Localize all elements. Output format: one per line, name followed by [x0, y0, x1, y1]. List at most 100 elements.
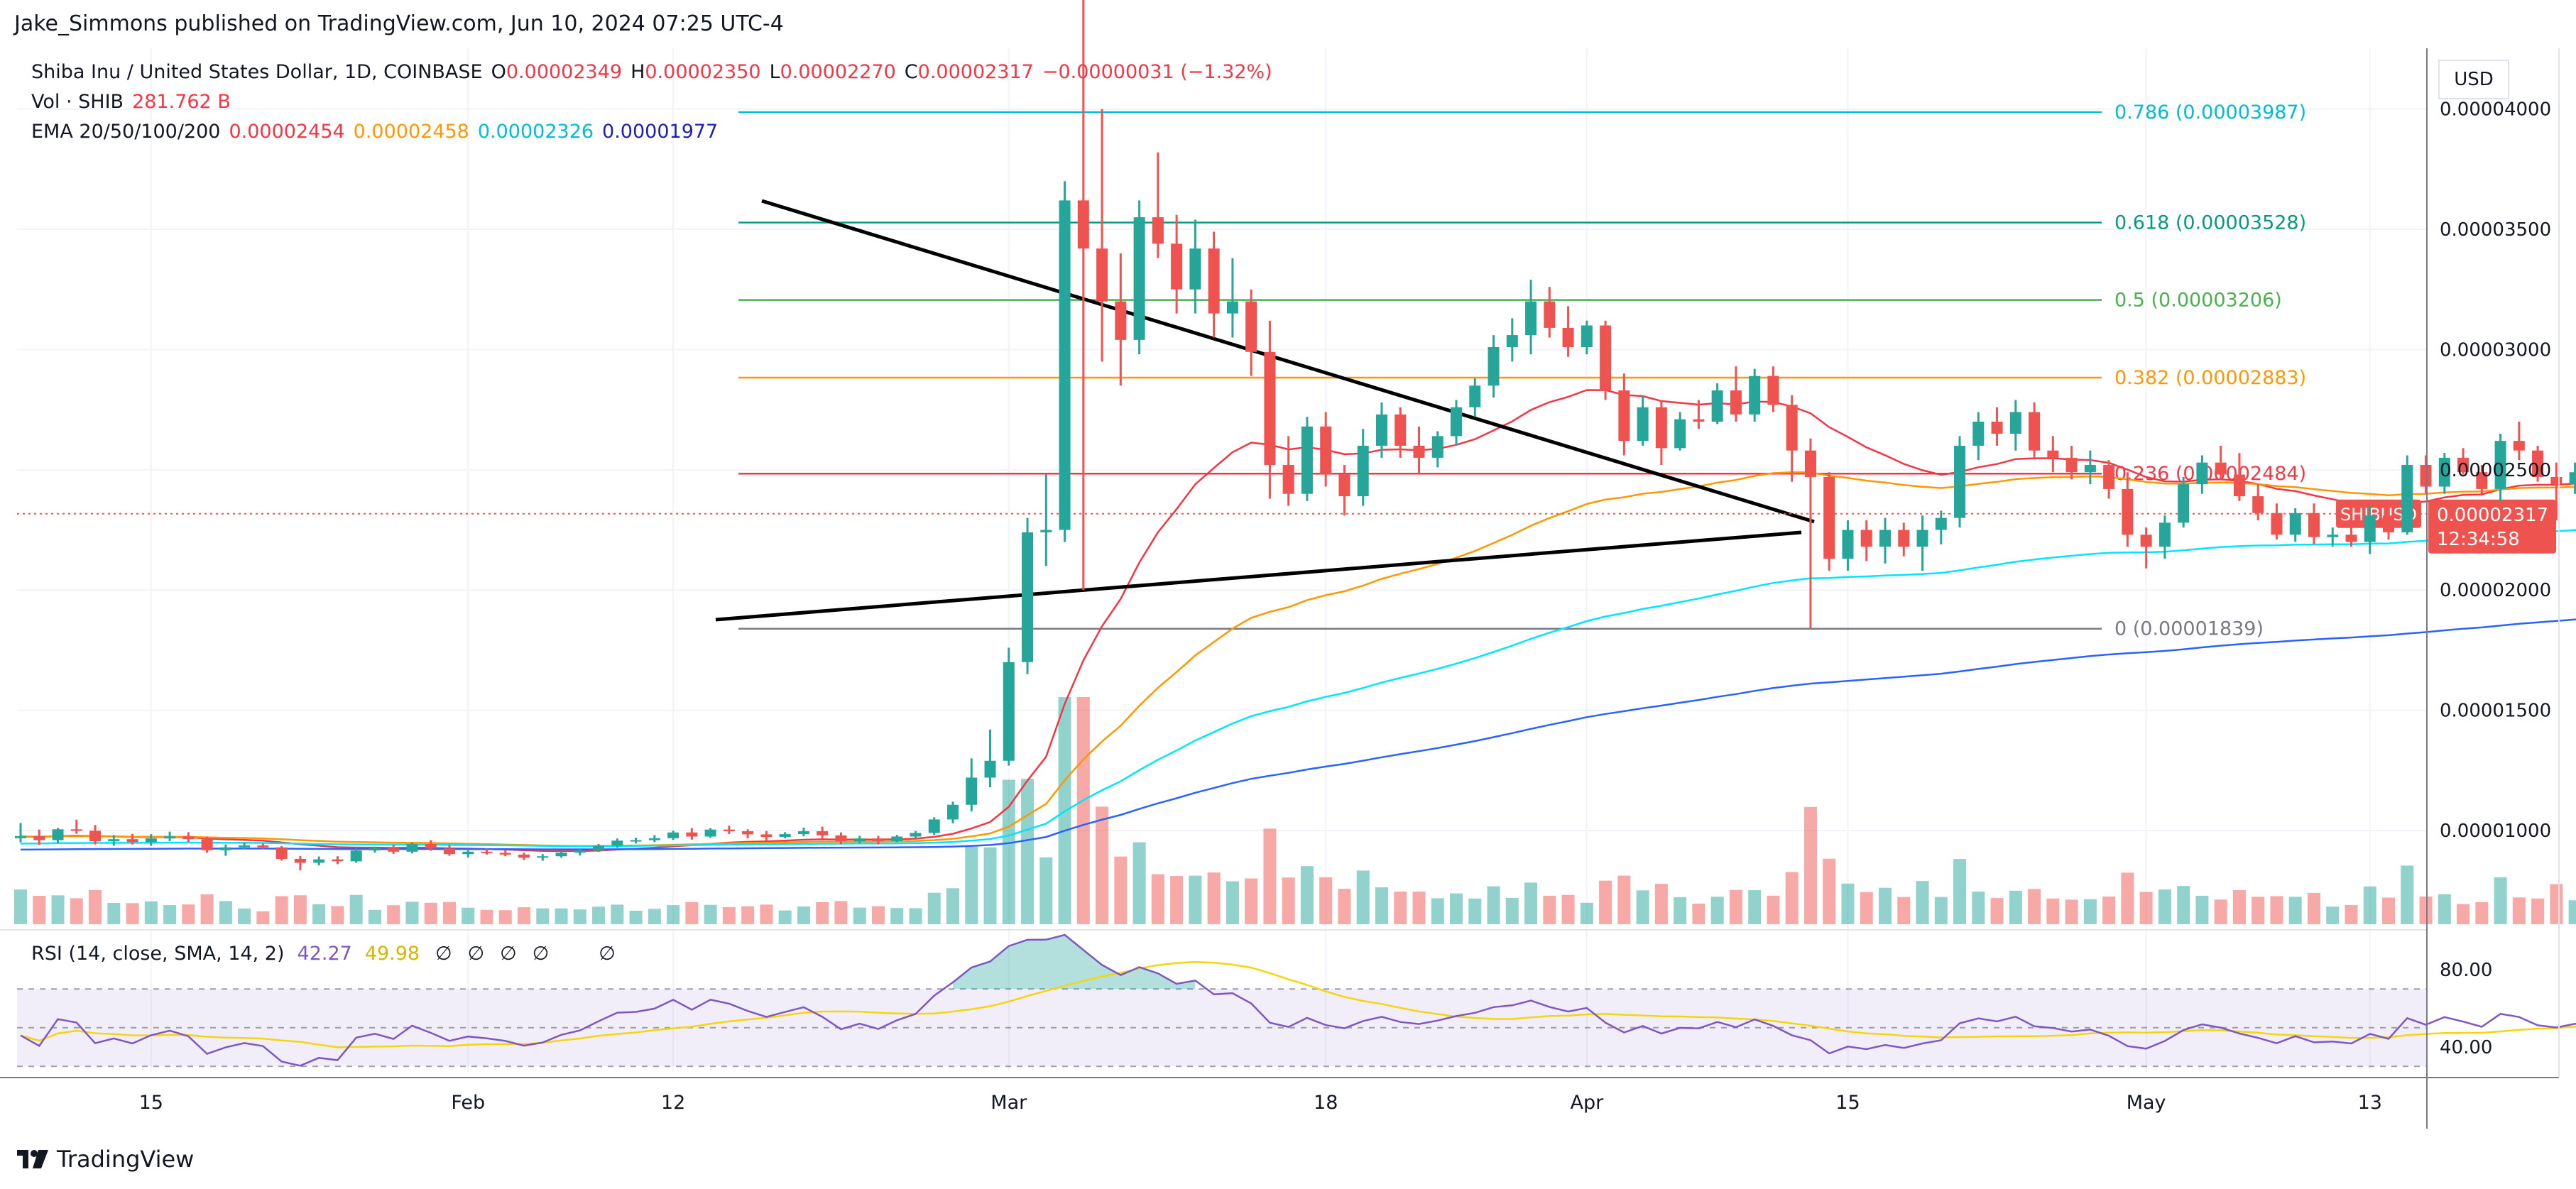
candle-body	[2084, 465, 2096, 473]
candle-body	[1264, 351, 1276, 466]
volume-bar	[2195, 895, 2209, 924]
candle-body	[1618, 390, 1630, 442]
fib-label: 0.786 (0.00003987)	[2114, 102, 2306, 124]
ema-legend: EMA 20/50/100/200 0.00002454 0.00002458 0.0…	[31, 121, 726, 143]
candle-body	[1786, 405, 1798, 451]
change-value: −0.00000031 (−1.32%)	[1042, 61, 1272, 83]
candle-body	[1096, 248, 1108, 302]
empty-value-5: ∅	[599, 943, 616, 965]
candle-body	[1954, 445, 1966, 518]
fib-retracement[interactable]: 0.786 (0.00003987) 0.618 (0.00003528) 0.5 …	[738, 102, 2306, 640]
volume-bar	[2307, 892, 2320, 924]
candle-body	[574, 850, 586, 853]
ascending-trendline	[715, 530, 1802, 622]
volume-bar	[1189, 875, 1202, 924]
candle-body	[2420, 465, 2432, 487]
time-tick-label: 15	[139, 1092, 163, 1114]
fib-label: 0 (0.00001839)	[2114, 618, 2264, 640]
volume-bar	[797, 906, 810, 924]
volume-bar	[1972, 892, 1985, 924]
candle-body	[872, 838, 884, 841]
volume-bar	[219, 901, 232, 924]
candle-body	[2065, 457, 2078, 473]
candle-body	[1693, 419, 1705, 422]
volume-bar	[1841, 883, 1855, 924]
volume-bar	[2568, 900, 2576, 924]
candle-body	[555, 853, 567, 857]
volume-bar	[2252, 897, 2265, 924]
tradingview-logo-icon	[17, 1150, 48, 1168]
volume-bar	[890, 908, 904, 924]
candles[interactable]	[15, 0, 2576, 870]
volume-label[interactable]: Vol · SHIB	[31, 91, 124, 113]
volume-bar	[349, 894, 363, 924]
candle-body	[462, 851, 474, 855]
volume-bar	[2083, 899, 2097, 924]
rsi-label[interactable]: RSI (14, close, SMA, 14, 2)	[31, 943, 285, 965]
volume-bar	[1431, 898, 1444, 924]
volume-bar	[442, 902, 456, 924]
volume-bar	[1524, 882, 1538, 924]
candle-body	[742, 831, 754, 835]
candle-body	[2438, 457, 2450, 487]
volume-bar	[2158, 889, 2171, 924]
candle-body	[1357, 445, 1369, 497]
volume-bar	[424, 902, 437, 924]
candle-body	[15, 835, 26, 838]
footer-brand[interactable]: TradingView	[17, 1146, 194, 1173]
volume-bar	[1338, 888, 1351, 924]
volume-legend: Vol · SHIB 281.762 B	[31, 91, 239, 113]
volume-bar	[667, 905, 680, 924]
volume-bar	[778, 910, 792, 924]
candle-body	[2345, 535, 2357, 542]
descending-trendline	[761, 199, 1815, 524]
candle-body	[2122, 488, 2134, 535]
candle-body	[1600, 325, 1612, 390]
currency-button[interactable]: USD	[2438, 60, 2509, 99]
volume-bar	[1151, 874, 1164, 924]
volume-bar	[2214, 899, 2227, 924]
volume-bar	[51, 895, 65, 924]
rsi-pane[interactable]	[17, 933, 2576, 1068]
candle-body	[1059, 200, 1071, 530]
candle-body	[704, 829, 716, 837]
rsi-ma-value: 49.98	[364, 943, 420, 965]
rsi-value: 42.27	[297, 943, 352, 965]
volume-bar	[927, 892, 941, 924]
candle-body	[1320, 426, 1332, 475]
candle-body	[425, 843, 437, 849]
candle-body	[835, 835, 847, 842]
volume-bar	[1879, 887, 1892, 924]
volume-bar	[2232, 890, 2246, 924]
volume-bar	[834, 901, 848, 924]
ema100-line	[20, 529, 2576, 848]
volume-bar	[2102, 896, 2116, 924]
candle-body	[1972, 422, 1985, 446]
volume-bar	[760, 904, 773, 924]
volume-bar	[1487, 886, 1500, 924]
candle-body	[1711, 390, 1723, 422]
rsi-overbought-fill	[953, 935, 1196, 990]
time-tick-label: 13	[2358, 1092, 2382, 1114]
candle-body	[1171, 243, 1183, 290]
volume-bar	[909, 908, 922, 924]
volume-bar	[648, 909, 661, 924]
volume-bar	[200, 894, 214, 924]
volume-bar	[1692, 903, 1705, 924]
volume-bar	[704, 904, 717, 924]
volume-bar	[2512, 897, 2526, 924]
ema-label[interactable]: EMA 20/50/100/200	[31, 121, 221, 143]
low-label: L	[769, 61, 780, 83]
candle-body	[797, 831, 809, 835]
candle-body	[1395, 414, 1407, 446]
ema100-value: 0.00002326	[477, 121, 594, 143]
candle-body	[2494, 441, 2506, 489]
volume-bar	[1076, 697, 1090, 924]
candle-body	[760, 834, 773, 838]
candle-body	[1301, 426, 1313, 494]
open-label: O	[491, 61, 506, 83]
candle-body	[1991, 422, 2003, 434]
symbol-title[interactable]: Shiba Inu / United States Dollar, 1D, CO…	[31, 61, 483, 83]
